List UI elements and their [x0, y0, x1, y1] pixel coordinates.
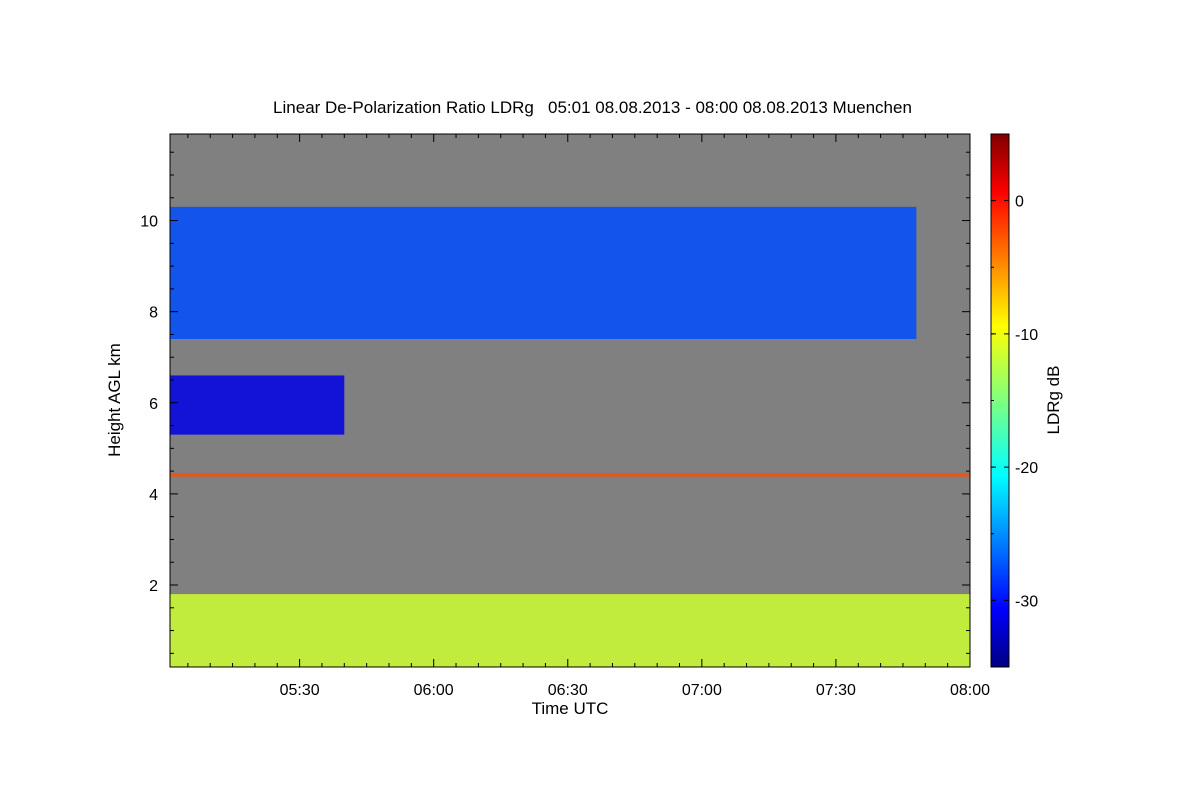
feature-mid-level-cloud-layer [170, 375, 345, 435]
x-tick-label: 06:30 [548, 682, 588, 699]
colorbar-ticks: 0 -10 -20 -30 [991, 133, 1038, 668]
axes: 05:30 06:00 06:30 07:00 07:30 08:00 2 4 6 8 10 [140, 134, 990, 699]
colorbar-tick-label: 0 [1015, 194, 1024, 211]
x-tick-label: 07:30 [816, 682, 856, 699]
x-tick-label: 08:00 [950, 682, 990, 699]
data-features [170, 206, 970, 667]
y-tick-label: 2 [149, 578, 158, 595]
x-tick-label: 07:00 [682, 682, 722, 699]
y-tick-label: 8 [149, 305, 158, 322]
colorbar-tick-label: -20 [1015, 460, 1038, 477]
feature-thin-layer [170, 472, 970, 477]
x-tick-label: 06:00 [414, 682, 454, 699]
chart-title: Linear De-Polarization Ratio LDRg 05:01 … [273, 98, 912, 117]
colorbar-label: LDRg dB [1044, 366, 1063, 435]
y-axis-label: Height AGL km [105, 343, 124, 457]
y-tick-label: 10 [140, 214, 158, 231]
colorbar-tick-label: -10 [1015, 327, 1038, 344]
plot-frame [169, 133, 971, 668]
colorbar-tick-label: -30 [1015, 593, 1038, 610]
y-tick-label: 4 [149, 487, 158, 504]
feature-boundary-layer-aerosol [170, 594, 970, 667]
feature-cirrus [170, 206, 917, 339]
y-tick-label: 6 [149, 396, 158, 413]
x-tick-label: 05:30 [280, 682, 320, 699]
x-axis-label: Time UTC [532, 699, 609, 718]
